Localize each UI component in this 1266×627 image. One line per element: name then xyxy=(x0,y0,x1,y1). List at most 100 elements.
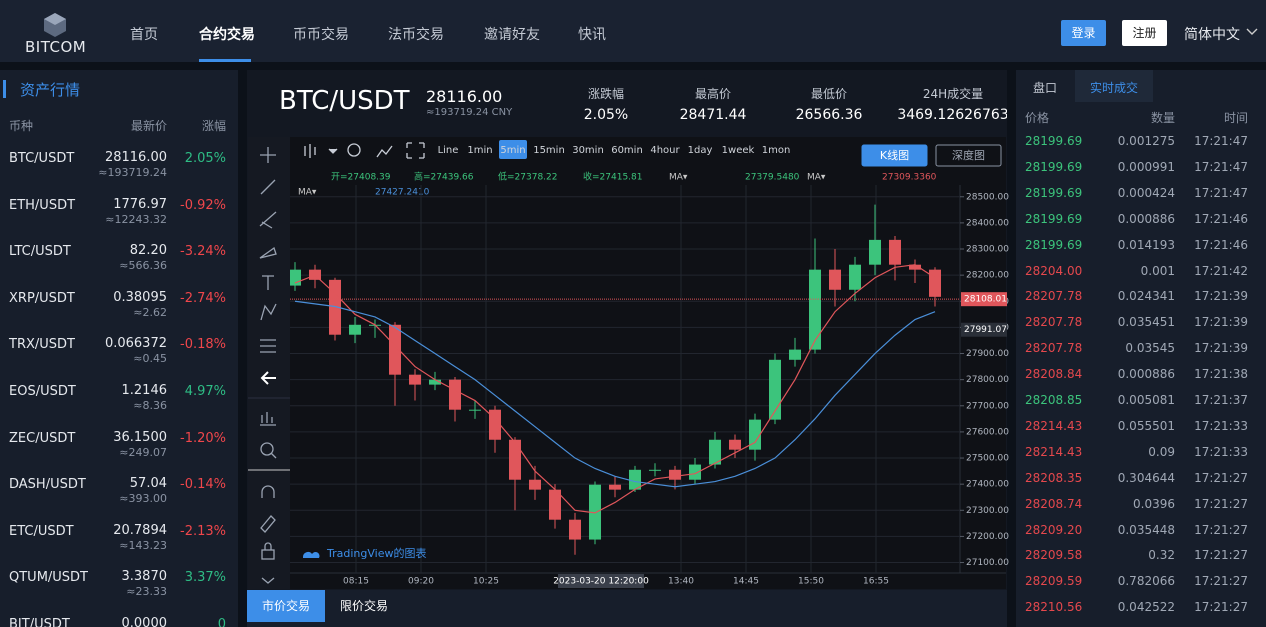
candle-body xyxy=(729,439,741,450)
trade-time: 17:21:27 xyxy=(1194,470,1248,485)
pair: XRP/USDT xyxy=(9,290,75,306)
candle-body xyxy=(669,469,681,480)
trade-amount: 0.024341 xyxy=(1117,289,1175,304)
trade-time: 17:21:47 xyxy=(1194,185,1248,200)
interval-button[interactable]: 5min xyxy=(500,145,525,156)
candle-body xyxy=(349,324,361,335)
ohlc-legend: 收=27415.81 xyxy=(583,171,643,183)
trade-tab[interactable]: 盘口 xyxy=(1033,81,1058,95)
order-tab[interactable]: 限价交易 xyxy=(339,599,388,613)
trade-price: 28208.85 xyxy=(1025,393,1083,407)
candle-body xyxy=(409,374,421,385)
trade-price: 28207.78 xyxy=(1025,315,1083,330)
trade-price: 28214.43 xyxy=(1025,444,1083,459)
stat-label: 涨跌幅 xyxy=(587,87,625,101)
change: -3.24% xyxy=(180,244,226,260)
price-tag-label: 27991.07 xyxy=(964,325,1007,335)
nav-item[interactable]: 法币交易 xyxy=(388,27,444,43)
nav-item[interactable]: 首页 xyxy=(130,27,158,43)
y-tick-label: 27500.00 xyxy=(966,454,1009,464)
last-price: 57.04 xyxy=(129,476,167,492)
chart-mode-button[interactable] xyxy=(935,144,1002,167)
pair: TRX/USDT xyxy=(9,337,75,353)
price-tag-label: 28108.01 xyxy=(964,295,1007,305)
trade-amount: 0.782066 xyxy=(1117,574,1175,589)
interval-button[interactable]: 1mon xyxy=(762,145,791,156)
interval-button[interactable]: 30min xyxy=(572,145,604,156)
interval-button[interactable]: 15min xyxy=(533,145,565,156)
trades-panel: 盘口 实时成交 价格 数量 时间 28199.69 0.001275 17:21:47 2819… xyxy=(1016,70,1266,627)
interval-button[interactable]: 1min xyxy=(467,145,492,156)
chart-mode-button[interactable] xyxy=(861,144,928,167)
trade-price: 28208.35 xyxy=(1025,470,1083,485)
interval-button[interactable]: 1day xyxy=(688,145,713,156)
login-button[interactable]: 登录 xyxy=(1061,20,1106,46)
candle-body xyxy=(749,419,761,450)
x-tick-label: 10:25 xyxy=(473,577,499,587)
order-tab[interactable]: 市价交易 xyxy=(247,590,325,622)
cny-price: ≈23.33 xyxy=(126,585,167,599)
last-price: 0.066372 xyxy=(104,336,167,352)
interval-button[interactable]: Line xyxy=(438,145,459,156)
trade-time: 17:21:39 xyxy=(1194,341,1248,356)
x-tick-label: 08:15 xyxy=(343,577,369,587)
cny-price: ≈0.45 xyxy=(133,352,167,366)
trade-amount: 0.035448 xyxy=(1117,522,1175,537)
last-price: 82.20 xyxy=(129,243,167,259)
trade-amount: 0.014193 xyxy=(1117,237,1175,252)
trade-amount: 0.000886 xyxy=(1117,367,1175,382)
nav-item[interactable]: 币币交易 xyxy=(293,27,349,43)
x-tick-label: 14:45 xyxy=(733,577,759,587)
y-tick-label: 28200.00 xyxy=(966,271,1009,281)
price-tag xyxy=(961,322,1007,337)
drawing-tools xyxy=(259,147,277,584)
change: 2.05% xyxy=(184,151,226,166)
register-button[interactable]: 注册 xyxy=(1122,20,1167,46)
nav-item[interactable]: 合约交易 xyxy=(199,27,255,43)
cny-price: ≈393.00 xyxy=(119,492,167,506)
last-price: 0.0000 xyxy=(121,616,168,627)
ticker-cny: ≈193719.24 CNY xyxy=(426,107,513,118)
pair: BIT/USDT xyxy=(9,617,70,627)
last-price: 36.1500 xyxy=(113,429,167,445)
interval-button[interactable]: 60min xyxy=(611,145,643,156)
nav-item[interactable]: 邀请好友 xyxy=(484,27,540,43)
ohlc-legend: MA▾ xyxy=(298,188,317,198)
nav-item[interactable]: 快讯 xyxy=(578,27,606,43)
crosshair-x-label: 2023-03-20 12:20:00 xyxy=(553,577,649,587)
interval-button[interactable]: 4hour xyxy=(650,145,680,156)
plot xyxy=(290,204,941,555)
candle-body xyxy=(609,484,621,490)
trade-time: 17:21:27 xyxy=(1194,548,1248,563)
candle-body xyxy=(549,489,561,520)
trade-time: 17:21:27 xyxy=(1194,574,1248,589)
trade-price: 28207.78 xyxy=(1025,341,1083,356)
trade-amount: 0.000886 xyxy=(1117,211,1175,226)
last-price: 28116.00 xyxy=(104,150,167,165)
trade-time: 17:21:46 xyxy=(1194,237,1248,252)
stat-label: 最高价 xyxy=(694,87,732,101)
interval-button[interactable]: 1week xyxy=(722,145,755,156)
trade-amount: 0.000991 xyxy=(1117,159,1175,174)
candle-body xyxy=(789,349,801,360)
language-select[interactable]: 简体中文 xyxy=(1184,27,1240,43)
change: -2.13% xyxy=(180,523,226,539)
interval-active-bg xyxy=(499,140,527,159)
trade-tab[interactable]: 实时成交 xyxy=(1090,81,1139,95)
cny-price: ≈8.36 xyxy=(133,399,167,412)
pair: EOS/USDT xyxy=(9,384,76,399)
pair: ETC/USDT xyxy=(9,523,74,539)
trade-amount: 0.0396 xyxy=(1133,496,1175,511)
watermark-logo xyxy=(303,551,320,558)
last-price: 1.2146 xyxy=(121,383,168,398)
price-tag xyxy=(961,292,1007,307)
watermark: TradingView的图表 xyxy=(326,546,426,560)
candle-body xyxy=(629,469,641,490)
candle-body xyxy=(529,479,541,490)
x-tick-label: 09:20 xyxy=(408,577,434,587)
chart-mode-label: 深度图 xyxy=(952,148,985,162)
y-tick-label: 27400.00 xyxy=(966,480,1009,490)
trade-amount: 0.32 xyxy=(1148,548,1175,563)
x-tick-label: 15:50 xyxy=(798,577,824,587)
